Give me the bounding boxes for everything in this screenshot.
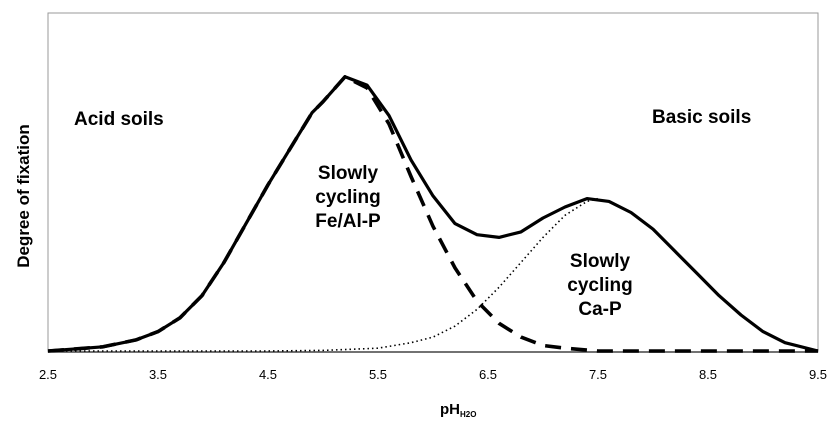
x-tick-label: 8.5 xyxy=(699,367,717,382)
x-tick-label: 3.5 xyxy=(149,367,167,382)
annotation-ca-p-line-3: Ca-P xyxy=(578,299,622,320)
x-tick-label: 2.5 xyxy=(39,367,57,382)
annotation-basic-soils: Basic soils xyxy=(652,107,751,128)
annotation-fe-al-p-line-3: Fe/Al-P xyxy=(315,211,381,232)
series-layer xyxy=(47,75,819,353)
tick-layer: 2.5 3.5 4.5 5.5 6.5 7.5 8.5 9.5 xyxy=(39,367,827,382)
annotation-ca-p-line-1: Slowly xyxy=(570,251,631,272)
y-axis-title: Degree of fixation xyxy=(14,124,33,268)
annotation-fe-al-p-line-2: cycling xyxy=(315,187,380,208)
x-tick-label: 9.5 xyxy=(809,367,827,382)
x-tick-label: 4.5 xyxy=(259,367,277,382)
x-tick-label: 6.5 xyxy=(479,367,497,382)
x-tick-label: 5.5 xyxy=(369,367,387,382)
annotation-ca-p-line-2: cycling xyxy=(567,275,632,296)
x-tick-label: 7.5 xyxy=(589,367,607,382)
plot-area-frame xyxy=(47,12,819,353)
annotation-fe-al-p-line-1: Slowly xyxy=(318,163,379,184)
x-axis-title-main: pH xyxy=(440,401,460,418)
series-line-solid xyxy=(47,75,819,353)
x-axis-title: pHH2O xyxy=(440,401,476,419)
x-axis-title-subscript: H2O xyxy=(460,410,476,419)
series-line-dotted xyxy=(48,197,599,352)
annotation-acid-soils: Acid soils xyxy=(74,109,164,130)
